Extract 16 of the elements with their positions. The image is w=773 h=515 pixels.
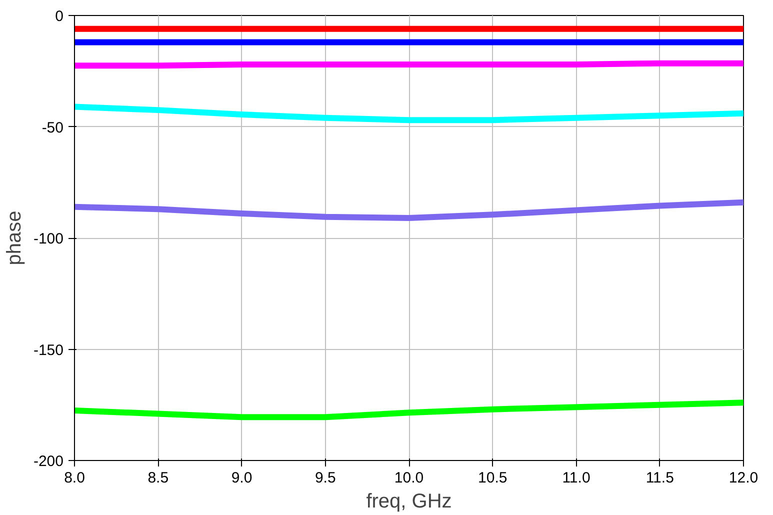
x-tick-label: 10.0 [394,470,424,486]
x-tick-label: 9.5 [314,470,336,486]
y-tick-label: 0 [55,8,64,25]
x-axis-title: freq, GHz [366,490,452,512]
x-tick-label: 8.0 [64,470,85,486]
x-tick-label: 9.0 [231,470,252,486]
y-axis-title: phase [3,210,26,266]
y-tick-label: -50 [42,119,64,136]
x-tick-label: 11.0 [562,470,590,486]
y-tick-label: -150 [33,342,64,359]
x-tick-label: 12.0 [728,470,758,486]
y-tick-label: -200 [33,453,64,470]
x-tick-label: 8.5 [148,470,169,486]
x-tick-label: 10.5 [478,470,508,486]
y-tick-label: -100 [33,230,64,248]
x-tick-label: 11.5 [646,470,674,486]
